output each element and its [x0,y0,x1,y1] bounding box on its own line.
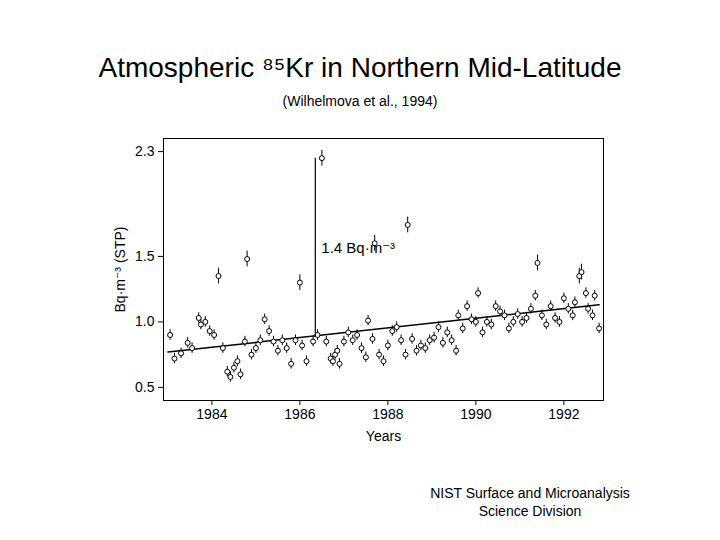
svg-text:1986: 1986 [284,406,315,422]
svg-text:2.3: 2.3 [135,143,155,159]
svg-text:1984: 1984 [196,406,227,422]
svg-text:Years: Years [366,428,401,444]
svg-text:1990: 1990 [460,406,491,422]
html-text:Atmospheric ⁸⁵Kr in Northern M: Atmospheric ⁸⁵Kr in Northern Mid-Latitud… [98,52,622,83]
svg-text:1992: 1992 [548,406,579,422]
svg-text:1.5: 1.5 [135,248,155,264]
html-text:(Wilhelmova et al., 1994): (Wilhelmova et al., 1994) [282,93,438,109]
svg-text:1988: 1988 [372,406,403,422]
html-text:NIST Surface and Microanalysis: NIST Surface and Microanalysis [430,485,630,501]
svg-text:1.4 Bq·m⁻³: 1.4 Bq·m⁻³ [321,239,395,256]
svg-text:0.5: 0.5 [135,379,155,395]
html-text:Science Division: Science Division [478,503,582,519]
svg-text:Bq·m⁻³ (STP): Bq·m⁻³ (STP) [112,227,128,313]
svg-text:1.0: 1.0 [135,313,155,329]
